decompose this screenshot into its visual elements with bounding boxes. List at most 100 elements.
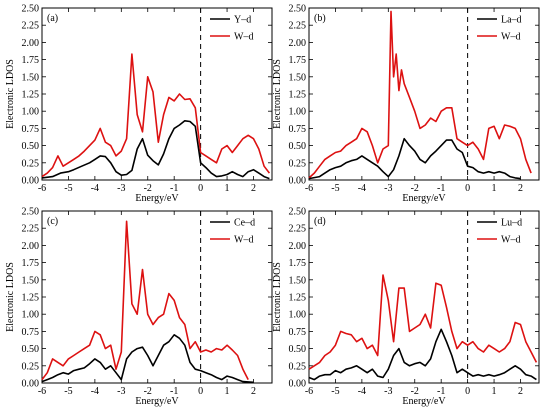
y-tick-label: 2.25: [22, 21, 40, 32]
x-tick-label: -5: [331, 386, 339, 397]
x-tick-label: -6: [305, 386, 313, 397]
x-tick-label: -3: [384, 183, 392, 194]
series-line-w-d: [308, 274, 538, 370]
y-tick-label: 0.25: [289, 361, 307, 372]
x-tick-label: -1: [437, 386, 445, 397]
x-tick-label: -3: [384, 386, 392, 397]
x-tick-label: -3: [117, 183, 125, 194]
y-tick-label: 0.00: [289, 379, 307, 390]
y-tick-label: 1.50: [289, 275, 307, 286]
y-tick-label: 2.25: [289, 21, 307, 32]
panel-label: (b): [314, 13, 326, 24]
chart-panel-3: 0.00 0.25 0.50 0.75 1.00 1.25 1.50 1.75 2.00 2.25…: [5, 207, 273, 407]
y-tick-label: 1.25: [22, 90, 40, 101]
y-tick-label: 0.25: [22, 158, 40, 169]
x-tick-label: -5: [64, 183, 72, 194]
x-tick-label: 0: [465, 386, 470, 397]
y-tick-label: 1.75: [289, 258, 307, 269]
y-tick-label: 2.00: [289, 38, 307, 49]
x-tick-label: 2: [251, 386, 256, 397]
y-tick-label: 1.75: [22, 55, 40, 66]
x-tick-label: -1: [170, 386, 178, 397]
y-tick-label: 1.00: [22, 310, 40, 321]
series-line-w-d: [41, 220, 249, 381]
y-tick-label: 0.50: [289, 141, 307, 152]
y-tick-label: 1.25: [289, 90, 307, 101]
series-line-element-d: [308, 328, 537, 381]
y-tick-label: 2.00: [289, 241, 307, 252]
x-tick-label: -4: [91, 183, 99, 194]
y-tick-label: 0.75: [22, 327, 40, 338]
y-tick-label: 1.50: [289, 72, 307, 83]
x-tick-label: 1: [492, 386, 497, 397]
legend-label: Lu–d: [501, 218, 522, 229]
y-tick-label: 1.75: [22, 258, 40, 269]
y-tick-label: 2.50: [22, 207, 40, 218]
x-tick-label: 2: [251, 183, 256, 194]
x-tick-label: 0: [465, 183, 470, 194]
x-tick-label: -4: [91, 386, 99, 397]
y-tick-label: 1.25: [22, 293, 40, 304]
series-line-w-d: [308, 10, 532, 179]
legend-label: W–d: [234, 235, 253, 246]
series-line-w-d: [41, 53, 271, 178]
y-axis-label: Electronic LDOS: [5, 59, 16, 129]
x-tick-label: -2: [144, 386, 152, 397]
x-tick-label: 1: [225, 386, 230, 397]
x-axis-label: Energy/eV: [402, 193, 446, 204]
x-tick-label: -1: [170, 183, 178, 194]
y-tick-label: 0.00: [22, 176, 40, 187]
x-tick-label: -4: [358, 386, 366, 397]
legend-label: W–d: [234, 32, 253, 43]
x-tick-label: 0: [198, 386, 203, 397]
x-tick-label: -3: [117, 386, 125, 397]
x-tick-label: -4: [358, 183, 366, 194]
y-tick-label: 1.25: [289, 293, 307, 304]
y-tick-label: 1.50: [22, 72, 40, 83]
series-line-element-d: [41, 120, 270, 180]
y-tick-label: 0.00: [289, 176, 307, 187]
y-axis-label: Electronic LDOS: [272, 262, 283, 332]
x-tick-label: 2: [518, 183, 523, 194]
chart-panel-2: 0.00 0.25 0.50 0.75 1.00 1.25 1.50 1.75 2.00 2.25…: [272, 4, 540, 204]
chart-panel-4: 0.00 0.25 0.50 0.75 1.00 1.25 1.50 1.75 2.00 2.25…: [272, 207, 540, 407]
legend-label: Y–d: [234, 15, 251, 26]
y-tick-label: 0.50: [22, 141, 40, 152]
y-tick-label: 2.00: [22, 38, 40, 49]
y-tick-label: 0.50: [289, 344, 307, 355]
x-tick-label: -6: [38, 183, 46, 194]
legend-label: Ce–d: [234, 218, 255, 229]
x-tick-label: -5: [64, 386, 72, 397]
x-tick-label: 1: [492, 183, 497, 194]
y-tick-label: 0.75: [289, 124, 307, 135]
y-tick-label: 0.00: [22, 379, 40, 390]
y-tick-label: 2.50: [289, 207, 307, 218]
panel-label: (a): [47, 13, 58, 24]
y-tick-label: 1.75: [289, 55, 307, 66]
y-tick-label: 2.00: [22, 241, 40, 252]
x-tick-label: -1: [437, 183, 445, 194]
y-tick-label: 2.25: [289, 224, 307, 235]
y-axis-label: Electronic LDOS: [5, 262, 16, 332]
y-tick-label: 0.50: [22, 344, 40, 355]
y-tick-label: 1.00: [22, 107, 40, 118]
chart-panel-1: 0.00 0.25 0.50 0.75 1.00 1.25 1.50 1.75 2.00 2.25…: [5, 4, 273, 204]
y-tick-label: 0.25: [22, 361, 40, 372]
x-axis-label: Energy/eV: [135, 396, 179, 407]
panel-label: (d): [314, 216, 326, 227]
y-tick-label: 0.25: [289, 158, 307, 169]
x-tick-label: -6: [305, 183, 313, 194]
legend-label: W–d: [501, 235, 520, 246]
x-axis-label: Energy/eV: [135, 193, 179, 204]
x-axis-label: Energy/eV: [402, 396, 446, 407]
legend-label: La–d: [501, 15, 522, 26]
series-line-element-d: [308, 137, 521, 180]
x-tick-label: -2: [144, 183, 152, 194]
y-axis-label: Electronic LDOS: [272, 59, 283, 129]
legend-label: W–d: [501, 32, 520, 43]
y-tick-label: 0.75: [22, 124, 40, 135]
y-tick-label: 2.50: [289, 4, 307, 15]
y-tick-label: 1.00: [289, 107, 307, 118]
y-tick-label: 2.25: [22, 224, 40, 235]
